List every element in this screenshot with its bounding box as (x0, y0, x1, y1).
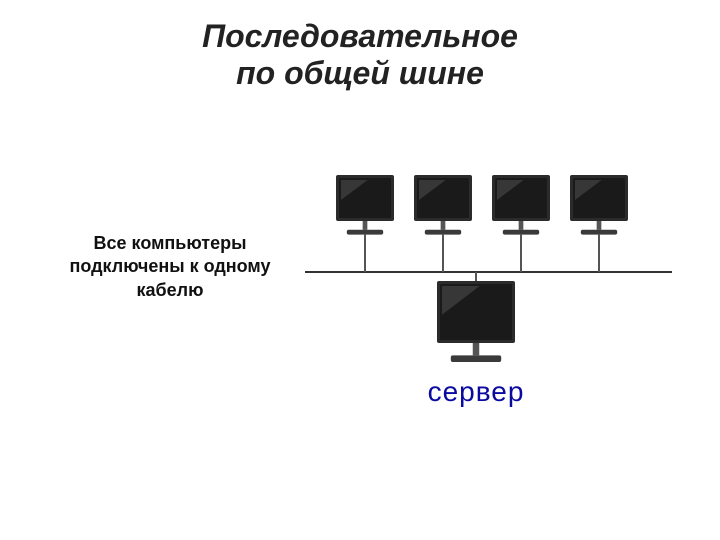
server-label: сервер (421, 376, 531, 408)
client-monitor-2 (414, 175, 472, 235)
client-monitor-4 (570, 175, 628, 235)
slide: Последовательное по общей шине Все компь… (0, 0, 720, 540)
server-monitor (437, 281, 515, 362)
client-monitor-3 (492, 175, 550, 235)
client-monitor-1 (336, 175, 394, 235)
bus-network-diagram (0, 0, 720, 540)
